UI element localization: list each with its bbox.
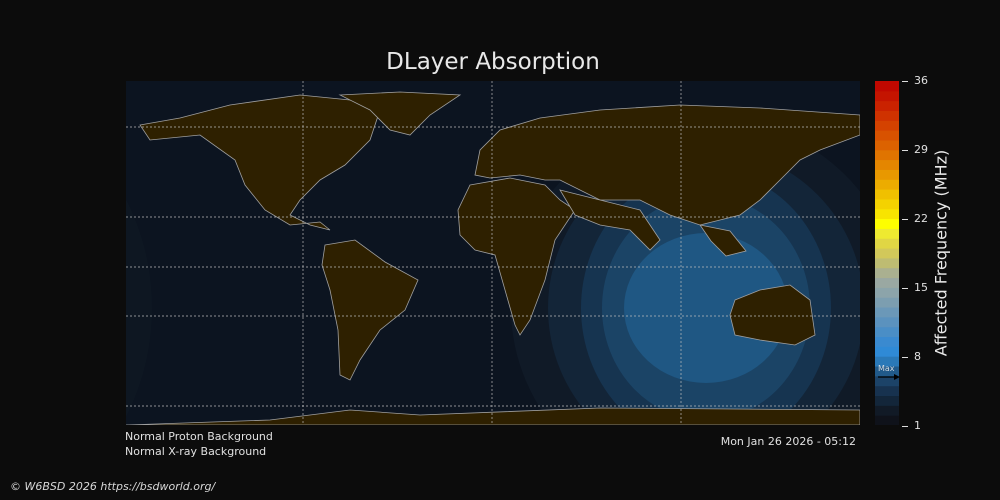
continents bbox=[126, 91, 860, 425]
colorbar-segment bbox=[875, 228, 899, 239]
colorbar-segment bbox=[875, 100, 899, 111]
south-america bbox=[321, 239, 419, 381]
world-map bbox=[126, 81, 860, 425]
north-america bbox=[139, 94, 381, 231]
colorbar-label: Affected Frequency (MHz) bbox=[931, 149, 951, 357]
colorbar-segment bbox=[875, 149, 899, 161]
colorbar-segment bbox=[875, 90, 899, 102]
colorbar bbox=[875, 81, 899, 425]
colorbar-segment bbox=[875, 198, 899, 210]
arabia-india bbox=[559, 189, 661, 251]
colorbar-segment bbox=[875, 139, 899, 151]
colorbar-segment bbox=[875, 326, 899, 338]
colorbar-segment bbox=[875, 81, 899, 92]
eurasia bbox=[474, 104, 860, 226]
colorbar-segment bbox=[875, 189, 899, 200]
colorbar-segment bbox=[875, 179, 899, 190]
colorbar-tick: 22 bbox=[902, 212, 928, 225]
antarctica bbox=[126, 407, 860, 425]
colorbar-segment bbox=[875, 415, 899, 425]
xray-status: Normal X-ray Background bbox=[125, 445, 267, 458]
colorbar-segment bbox=[875, 257, 899, 269]
colorbar-segment bbox=[875, 405, 899, 416]
colorbar-segment bbox=[875, 120, 899, 131]
colorbar-segment bbox=[875, 159, 899, 170]
greenland bbox=[338, 91, 462, 136]
colorbar-tick: 1 bbox=[902, 419, 921, 432]
colorbar-segment bbox=[875, 366, 899, 377]
map-title: DLayer Absorption bbox=[386, 49, 600, 75]
colorbar-segment bbox=[875, 277, 899, 288]
australia bbox=[729, 284, 816, 346]
colorbar-segment bbox=[875, 208, 899, 220]
colorbar-segment bbox=[875, 169, 899, 180]
colorbar-segment bbox=[875, 297, 899, 308]
colorbar-segment bbox=[875, 287, 899, 298]
colorbar-segment bbox=[875, 267, 899, 279]
colorbar-segment bbox=[875, 395, 899, 406]
colorbar-segment bbox=[875, 316, 899, 328]
colorbar-segment bbox=[875, 336, 899, 347]
colorbar-tick: 29 bbox=[902, 143, 928, 156]
colorbar-tick: 15 bbox=[902, 281, 928, 294]
colorbar-segment bbox=[875, 356, 899, 367]
contour-wrap bbox=[126, 199, 152, 417]
colorbar-segment bbox=[875, 375, 899, 387]
colorbar-segment bbox=[875, 130, 899, 141]
colorbar-segment bbox=[875, 346, 899, 357]
colorbar-segment bbox=[875, 307, 899, 318]
colorbar-segment bbox=[875, 110, 899, 121]
southeast-asia bbox=[699, 224, 747, 257]
contour-level-5 bbox=[624, 233, 788, 383]
colorbar-segment bbox=[875, 218, 899, 229]
colorbar-segment bbox=[875, 385, 899, 397]
timestamp: Mon Jan 26 2026 - 05:12 bbox=[720, 435, 856, 448]
colorbar-segment bbox=[875, 248, 899, 259]
colorbar-tick: 8 bbox=[902, 350, 921, 363]
max-arrow-icon bbox=[878, 374, 900, 380]
proton-status: Normal Proton Background bbox=[125, 430, 273, 443]
max-marker-label: Max bbox=[878, 364, 895, 373]
copyright-footer: © W6BSD 2026 https://bsdworld.org/ bbox=[10, 480, 216, 493]
colorbar-tick: 36 bbox=[902, 74, 928, 87]
graticule bbox=[126, 81, 860, 425]
colorbar-segment bbox=[875, 238, 899, 249]
